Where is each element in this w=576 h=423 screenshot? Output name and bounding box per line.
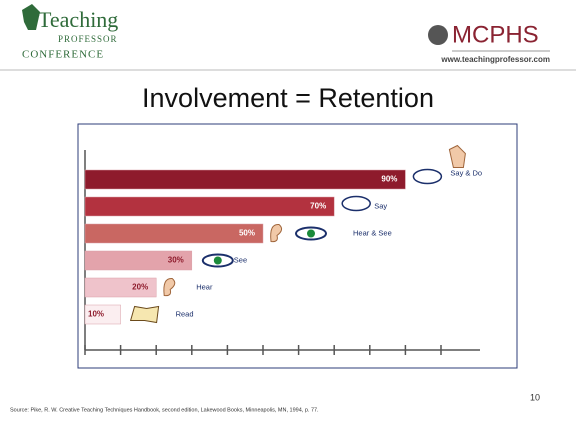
speech-icon <box>341 195 371 212</box>
logo-sub: PROFESSOR <box>58 34 118 44</box>
bar <box>84 304 121 325</box>
value-label: 70% <box>310 202 326 211</box>
category-label: Hear <box>196 282 213 291</box>
bar <box>84 169 406 190</box>
bar <box>84 196 335 217</box>
seal-icon <box>428 25 448 45</box>
tree-icon <box>22 4 40 30</box>
value-label: 10% <box>88 310 104 319</box>
logo-bottom: CONFERENCE <box>22 49 104 61</box>
eye-pupil <box>307 229 315 238</box>
page-number: 10 <box>530 392 540 402</box>
category-label: Say <box>374 201 387 210</box>
bar <box>84 223 264 244</box>
category-label: Say & Do <box>450 168 482 177</box>
chart-frame <box>77 123 518 369</box>
category-label: See <box>234 255 247 264</box>
value-label: 20% <box>132 283 148 292</box>
value-label: 30% <box>168 256 184 265</box>
category-label: Read <box>176 309 194 318</box>
ear-icon <box>270 223 283 243</box>
slide-title: Involvement = Retention <box>142 83 434 113</box>
plot: 90% Say & Do 70% Say 50% Hear & See 30% See 20% H… <box>84 144 482 355</box>
bar <box>84 250 193 271</box>
logo-right: MCPHS <box>452 21 539 48</box>
logo-left: Teaching PROFESSOR CONFERENCE <box>22 4 118 61</box>
category-label: Hear & See <box>353 228 392 237</box>
ear-icon <box>163 277 176 297</box>
speech-icon <box>412 168 443 185</box>
value-label: 90% <box>381 175 397 184</box>
logo-title: Teaching <box>38 7 118 32</box>
url: www.teachingprofessor.com <box>440 55 550 64</box>
hand-icon <box>448 144 466 168</box>
bar <box>84 277 157 298</box>
book-icon <box>129 305 160 324</box>
source: Source: Pike, R. W. Creative Teaching Te… <box>10 407 319 413</box>
eye-pupil <box>213 256 222 265</box>
value-label: 50% <box>239 229 255 238</box>
